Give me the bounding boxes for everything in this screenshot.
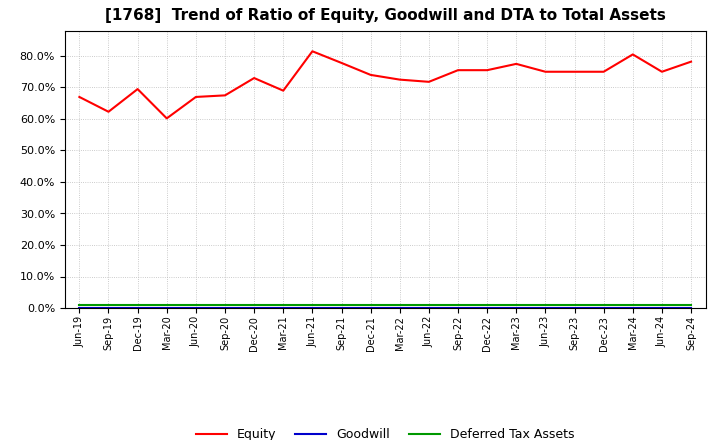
Deferred Tax Assets <box>192 302 200 308</box>
Goodwill <box>250 305 258 311</box>
Equity <box>483 67 492 73</box>
Deferred Tax Assets <box>425 302 433 308</box>
Deferred Tax Assets <box>337 302 346 308</box>
Deferred Tax Assets <box>454 302 462 308</box>
Goodwill <box>599 305 608 311</box>
Equity <box>541 69 550 74</box>
Goodwill <box>629 305 637 311</box>
Goodwill <box>541 305 550 311</box>
Equity <box>366 72 375 77</box>
Equity <box>687 59 696 64</box>
Equity <box>133 86 142 92</box>
Goodwill <box>308 305 317 311</box>
Goodwill <box>395 305 404 311</box>
Equity <box>163 116 171 121</box>
Equity <box>657 69 666 74</box>
Goodwill <box>163 305 171 311</box>
Deferred Tax Assets <box>220 302 229 308</box>
Deferred Tax Assets <box>483 302 492 308</box>
Equity <box>425 79 433 84</box>
Equity <box>104 109 113 114</box>
Deferred Tax Assets <box>163 302 171 308</box>
Equity <box>308 49 317 54</box>
Title: [1768]  Trend of Ratio of Equity, Goodwill and DTA to Total Assets: [1768] Trend of Ratio of Equity, Goodwil… <box>105 7 665 23</box>
Equity <box>512 61 521 66</box>
Deferred Tax Assets <box>279 302 287 308</box>
Goodwill <box>104 305 113 311</box>
Deferred Tax Assets <box>541 302 550 308</box>
Goodwill <box>657 305 666 311</box>
Equity <box>337 60 346 66</box>
Deferred Tax Assets <box>250 302 258 308</box>
Equity <box>570 69 579 74</box>
Equity <box>395 77 404 82</box>
Deferred Tax Assets <box>75 302 84 308</box>
Goodwill <box>279 305 287 311</box>
Deferred Tax Assets <box>133 302 142 308</box>
Deferred Tax Assets <box>512 302 521 308</box>
Goodwill <box>337 305 346 311</box>
Legend: Equity, Goodwill, Deferred Tax Assets: Equity, Goodwill, Deferred Tax Assets <box>191 423 580 440</box>
Goodwill <box>687 305 696 311</box>
Goodwill <box>512 305 521 311</box>
Line: Equity: Equity <box>79 51 691 118</box>
Goodwill <box>220 305 229 311</box>
Equity <box>75 94 84 99</box>
Deferred Tax Assets <box>104 302 113 308</box>
Equity <box>192 94 200 99</box>
Deferred Tax Assets <box>629 302 637 308</box>
Goodwill <box>570 305 579 311</box>
Goodwill <box>192 305 200 311</box>
Goodwill <box>425 305 433 311</box>
Equity <box>279 88 287 93</box>
Equity <box>454 67 462 73</box>
Deferred Tax Assets <box>599 302 608 308</box>
Deferred Tax Assets <box>687 302 696 308</box>
Goodwill <box>133 305 142 311</box>
Goodwill <box>454 305 462 311</box>
Deferred Tax Assets <box>570 302 579 308</box>
Deferred Tax Assets <box>308 302 317 308</box>
Equity <box>629 52 637 57</box>
Equity <box>599 69 608 74</box>
Deferred Tax Assets <box>366 302 375 308</box>
Equity <box>220 93 229 98</box>
Deferred Tax Assets <box>395 302 404 308</box>
Goodwill <box>483 305 492 311</box>
Equity <box>250 75 258 81</box>
Goodwill <box>75 305 84 311</box>
Goodwill <box>366 305 375 311</box>
Deferred Tax Assets <box>657 302 666 308</box>
